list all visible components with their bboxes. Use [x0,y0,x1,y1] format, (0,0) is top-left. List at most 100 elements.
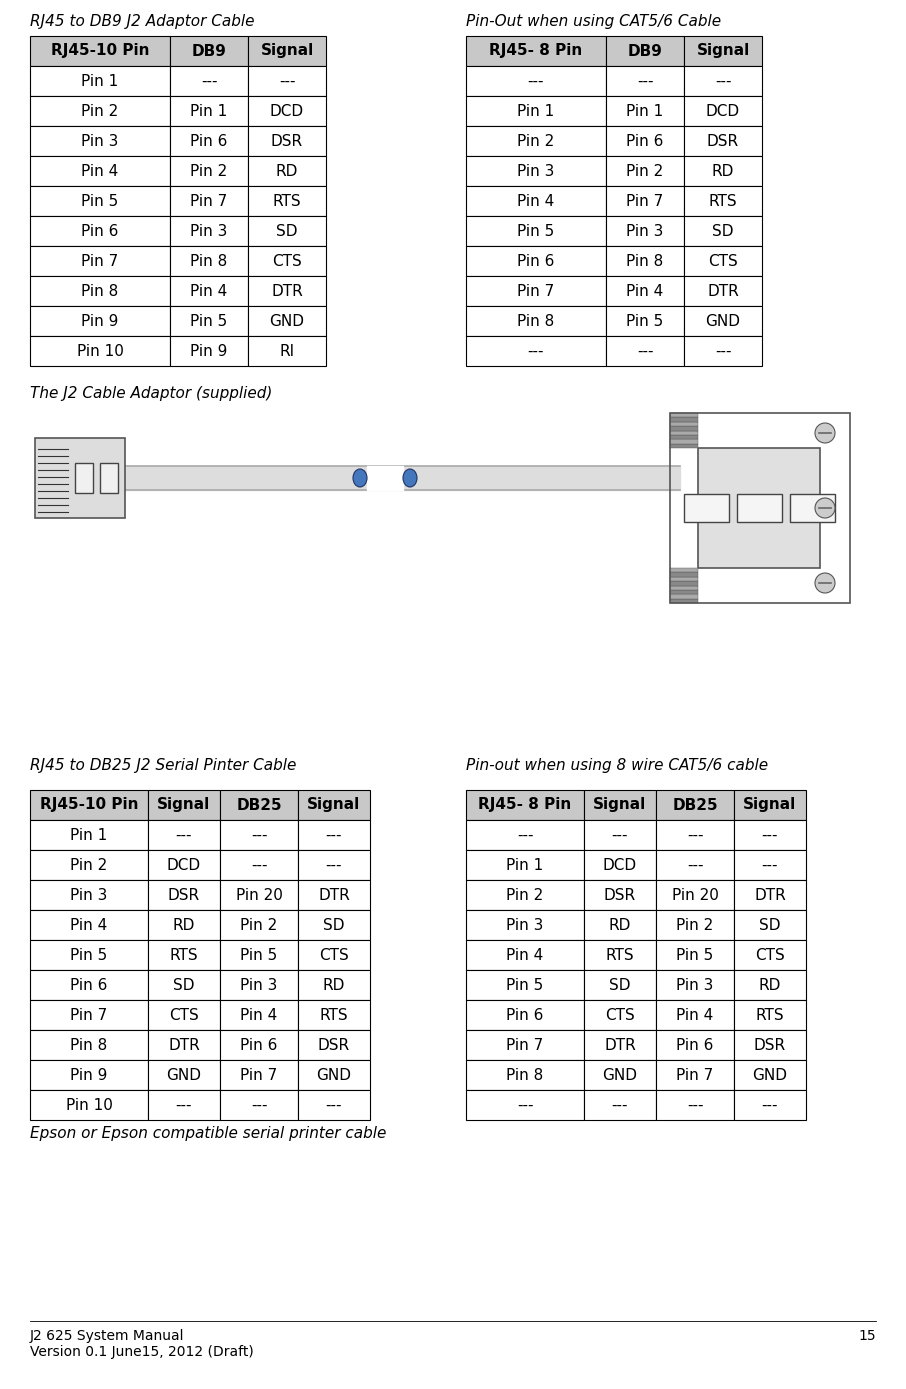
Text: Pin 4: Pin 4 [71,918,108,932]
Bar [789,494,834,522]
Text: DTR: DTR [271,283,303,299]
Text: ---: --- [201,74,217,89]
Bar [248,126,326,156]
Bar [298,910,370,940]
Text: ---: --- [251,1097,267,1113]
Bar [248,336,326,365]
Text: Pin 7: Pin 7 [240,1068,277,1082]
Text: GND: GND [602,1068,638,1082]
Text: RJ45- 8 Pin: RJ45- 8 Pin [489,43,583,58]
Bar [584,1060,656,1090]
Text: Pin 6: Pin 6 [240,1038,277,1053]
Bar [30,67,170,96]
Bar [670,590,698,594]
Text: Pin 2: Pin 2 [626,164,663,179]
Bar [466,186,606,217]
Text: DSR: DSR [754,1038,786,1053]
Bar [248,276,326,306]
Bar [466,306,606,336]
Bar [606,67,684,96]
Bar [30,1060,148,1090]
Bar [734,1060,806,1090]
Bar [466,940,584,970]
Text: The J2 Cable Adaptor (supplied): The J2 Cable Adaptor (supplied) [30,386,273,401]
Text: RD: RD [759,978,781,993]
Text: Pin 6: Pin 6 [71,978,108,993]
Bar [734,790,806,820]
Text: CTS: CTS [755,947,785,963]
Text: Pin 4: Pin 4 [677,1007,714,1022]
Text: Pin 5: Pin 5 [517,224,554,239]
Text: Pin 20: Pin 20 [236,888,283,903]
Bar [670,439,698,443]
Text: Pin-out when using 8 wire CAT5/6 cable: Pin-out when using 8 wire CAT5/6 cable [466,758,768,774]
Text: Pin 5: Pin 5 [677,947,714,963]
Text: CTS: CTS [319,947,349,963]
Text: Pin 3: Pin 3 [190,224,227,239]
Bar [30,790,148,820]
Text: Pin 2: Pin 2 [71,857,108,872]
Bar [298,881,370,910]
Bar [220,850,298,881]
Text: DSR: DSR [707,133,739,149]
Text: Signal: Signal [158,797,210,813]
Bar [683,494,728,522]
Bar [30,156,170,186]
Bar [30,96,170,126]
Bar [148,970,220,1000]
Bar [734,940,806,970]
Text: ---: --- [528,343,545,358]
Text: Pin 1: Pin 1 [82,74,119,89]
Bar [584,1031,656,1060]
Bar [170,96,248,126]
Text: ---: --- [528,74,545,89]
Text: RI: RI [279,343,294,358]
Text: RD: RD [609,918,631,932]
Bar [656,820,734,850]
Text: Pin 9: Pin 9 [82,314,119,329]
Bar [248,186,326,217]
Text: SD: SD [609,978,631,993]
Bar [248,156,326,186]
Bar [298,940,370,970]
Text: Pin 3: Pin 3 [82,133,119,149]
Text: Pin 8: Pin 8 [626,254,663,268]
Text: ---: --- [326,857,342,872]
Bar [584,881,656,910]
Text: RTS: RTS [169,947,198,963]
Text: Pin 5: Pin 5 [190,314,227,329]
Bar [170,276,248,306]
Bar [30,881,148,910]
Bar [670,594,698,599]
Text: ---: --- [326,828,342,843]
Bar [170,336,248,365]
Text: ---: --- [687,828,703,843]
Text: RTS: RTS [273,193,302,208]
Bar [584,1090,656,1120]
Bar [170,246,248,276]
Bar [466,970,584,1000]
Bar [298,850,370,881]
Bar [100,463,118,493]
Bar [298,1031,370,1060]
Bar [656,1000,734,1031]
Text: RTS: RTS [606,947,634,963]
Bar [584,1000,656,1031]
Bar [606,276,684,306]
Bar [170,186,248,217]
Text: Pin 6: Pin 6 [676,1038,714,1053]
Bar [684,96,762,126]
Bar [298,970,370,1000]
Text: CTS: CTS [605,1007,635,1022]
Text: ---: --- [687,857,703,872]
Text: DCD: DCD [602,857,637,872]
Bar [220,1060,298,1090]
Bar [30,1090,148,1120]
Text: GND: GND [753,1068,787,1082]
Text: DB9: DB9 [191,43,226,58]
Text: ---: --- [637,343,653,358]
Text: ---: --- [612,1097,628,1113]
Text: Pin 6: Pin 6 [517,254,554,268]
Text: ---: --- [762,1097,778,1113]
Bar [30,186,170,217]
